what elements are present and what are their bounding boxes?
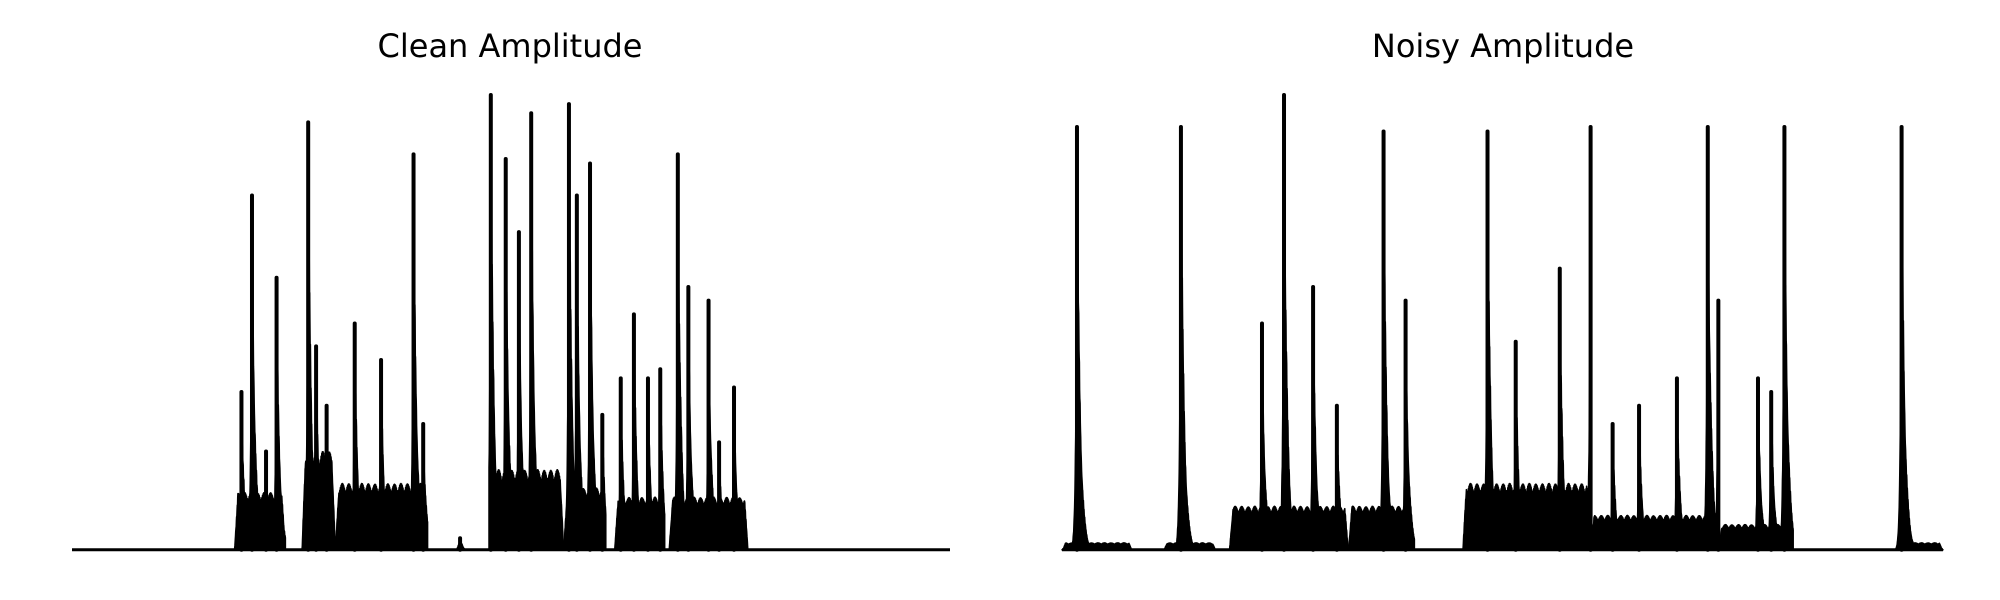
amplitude-burst-3: [1228, 156, 1350, 551]
noisy-amplitude-title: Noisy Amplitude: [1372, 27, 1634, 65]
noisy-amplitude-plot: [1061, 93, 1944, 552]
amplitude-burst-5: [488, 118, 565, 551]
clean-amplitude-panel: Clean Amplitude: [72, 27, 950, 552]
amplitude-burst-5: [1462, 164, 1592, 551]
clean-amplitude-plot: [72, 93, 950, 552]
amplitude-burst-7: [1717, 126, 1794, 551]
amplitude-burst-6: [1589, 165, 1720, 551]
amplitude-burst-1: [1061, 175, 1134, 551]
clean-amplitude-title: Clean Amplitude: [378, 27, 643, 65]
noisy-amplitude-panel: Noisy Amplitude: [1061, 27, 1944, 552]
amplitude-burst-2: [1162, 153, 1217, 551]
